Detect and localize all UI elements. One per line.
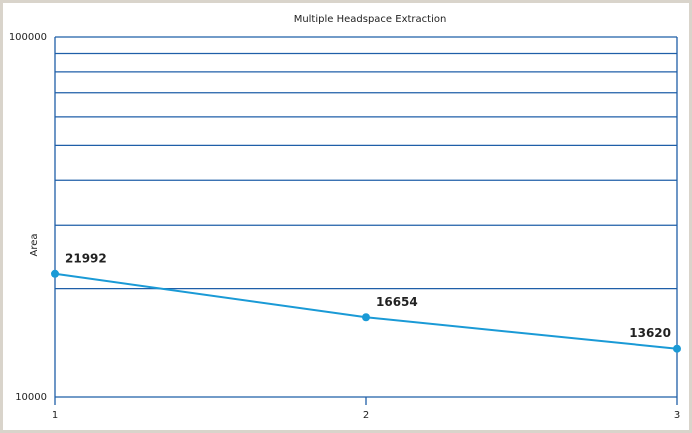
data-label: 13620 (629, 326, 671, 340)
point (362, 313, 370, 322)
data-label: 16654 (376, 295, 418, 309)
x-tick-label: 3 (674, 410, 680, 421)
chart-title: Multiple Headspace Extraction (294, 14, 447, 25)
y-tick-label: 100000 (9, 32, 47, 43)
y-tick-label: 10000 (15, 392, 47, 403)
chart-panel (3, 3, 689, 430)
x-tick-label: 1 (52, 410, 58, 421)
y-axis-label: Area (29, 233, 40, 256)
x-tick-label: 2 (363, 410, 369, 421)
point (51, 269, 59, 278)
data-label: 21992 (65, 251, 107, 265)
point (673, 344, 681, 353)
